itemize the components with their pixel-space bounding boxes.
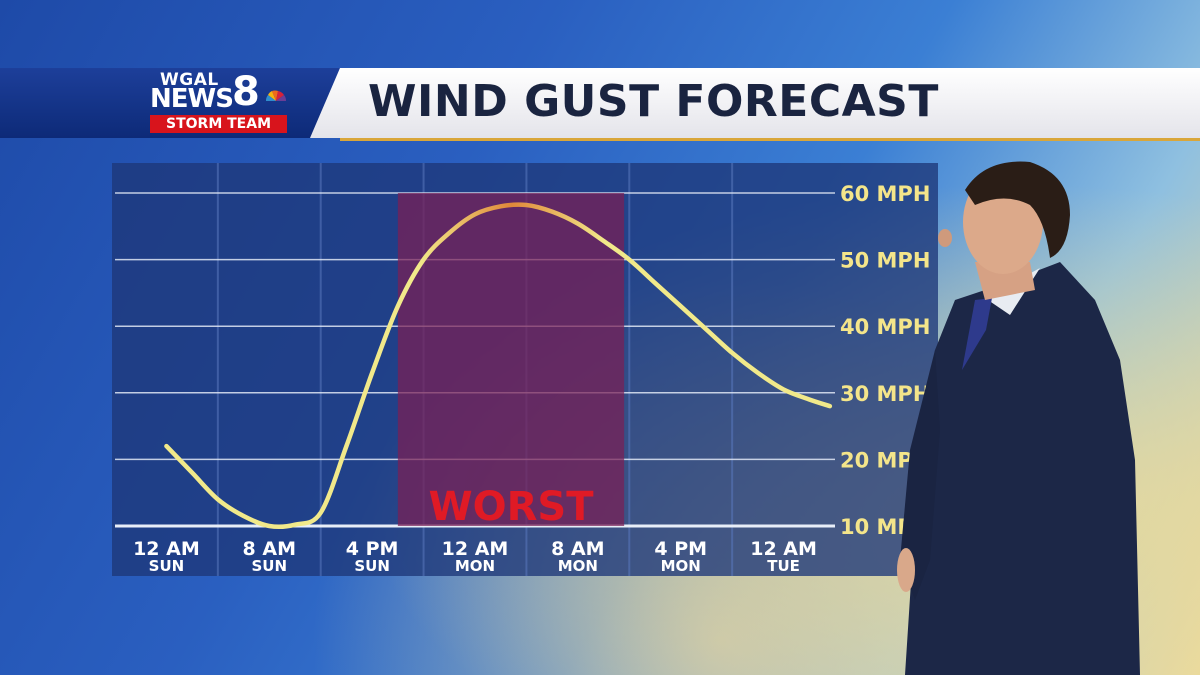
page-title: WIND GUST FORECAST (368, 76, 939, 127)
wind-gust-series-line (164, 202, 833, 530)
x-tick-day: TUE (767, 557, 800, 575)
x-tick-time: 4 PM (654, 538, 707, 560)
x-tick-day: MON (455, 557, 495, 575)
y-tick-label: 60 MPH (840, 182, 930, 206)
x-tick-time: 8 AM (243, 538, 296, 560)
y-tick-label: 30 MPH (840, 382, 930, 406)
x-tick-time: 4 PM (346, 538, 399, 560)
series-layer (164, 202, 833, 530)
x-tick-day: MON (661, 557, 701, 575)
x-tick-day: SUN (354, 557, 390, 575)
x-tick-day: SUN (252, 557, 288, 575)
logo-channel-number: 8 (232, 69, 260, 115)
logo-news-text: NEWS (150, 84, 234, 114)
y-tick-label: 40 MPH (840, 315, 930, 339)
x-tick-time: 12 AM (442, 538, 509, 560)
header-divider (340, 138, 1200, 141)
x-tick-time: 12 AM (133, 538, 200, 560)
title-banner (310, 68, 1200, 138)
logo-wgal-text: WGAL (160, 70, 219, 90)
storm-team-badge: STORM TEAM (150, 115, 287, 133)
x-tick-day: SUN (149, 557, 185, 575)
worst-label: WORST (428, 484, 594, 530)
x-tick-day: MON (558, 557, 598, 575)
x-tick-time: 12 AM (750, 538, 817, 560)
x-tick-time: 8 AM (551, 538, 604, 560)
y-tick-label: 50 MPH (840, 249, 930, 273)
